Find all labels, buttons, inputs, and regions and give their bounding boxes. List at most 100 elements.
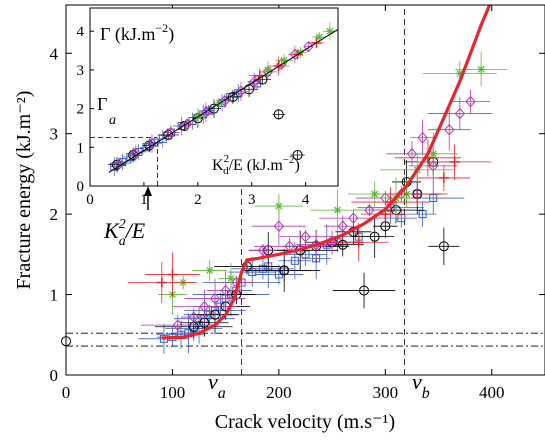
data-point bbox=[172, 319, 183, 331]
data-point bbox=[369, 231, 380, 242]
x-tick-label: 0 bbox=[62, 383, 71, 402]
data-point bbox=[397, 214, 406, 223]
y-tick-label: 3 bbox=[50, 125, 59, 144]
inset-title: Γ (kJ.m−2) bbox=[100, 21, 174, 45]
data-point bbox=[455, 69, 464, 78]
inset-data-point bbox=[280, 56, 289, 65]
inset-axes: 0 1 2 3 4 0 1 2 3 4 bbox=[77, 7, 339, 208]
data-point bbox=[359, 285, 370, 296]
gamma-a-label: Γ bbox=[97, 94, 107, 114]
inset-data-point bbox=[219, 95, 230, 107]
data-point bbox=[156, 277, 167, 288]
x-tick-label: 200 bbox=[266, 383, 292, 402]
data-point bbox=[257, 244, 269, 257]
inset-xlabel-close: ) bbox=[295, 157, 300, 174]
inset-data-point bbox=[263, 65, 272, 74]
data-point bbox=[370, 190, 379, 199]
inset-data-point bbox=[209, 103, 219, 114]
main-x-axis-label: Crack velocity (m.s⁻¹) bbox=[215, 411, 395, 433]
ka-arrow-head bbox=[144, 186, 152, 196]
inset-x-tick-label: 1 bbox=[140, 192, 148, 208]
inset-data-point bbox=[146, 137, 158, 150]
inset-y-tick-label: 1 bbox=[77, 140, 85, 156]
inset-data-point bbox=[227, 92, 238, 102]
data-point bbox=[353, 237, 364, 248]
inset-x-tick-label: 3 bbox=[248, 192, 256, 208]
inset-data-point bbox=[303, 40, 314, 53]
data-point bbox=[444, 123, 455, 136]
inset-y-tick-label: 0 bbox=[77, 179, 85, 195]
data-point bbox=[279, 265, 290, 276]
ka-annotation: K2 a/E bbox=[103, 217, 146, 249]
data-point bbox=[380, 192, 391, 204]
data-point bbox=[274, 202, 283, 211]
data-point bbox=[205, 266, 214, 275]
main-plot-marks bbox=[61, 4, 545, 375]
ka-sub: a bbox=[119, 234, 126, 249]
va-annotation: va bbox=[208, 369, 226, 402]
inset-data-point bbox=[273, 109, 284, 120]
data-point bbox=[348, 212, 359, 224]
inset-xlabel-sup2: −2 bbox=[283, 154, 295, 166]
inset-xlabel-pre: K bbox=[212, 157, 224, 174]
ka-label: K bbox=[103, 218, 120, 243]
inset-title-sup: −2 bbox=[155, 21, 168, 35]
inset-data-point bbox=[181, 118, 193, 130]
ka-sup: 2 bbox=[119, 217, 126, 232]
data-point bbox=[188, 311, 199, 323]
gamma-a-annotation: Γa bbox=[97, 94, 116, 128]
inset-x-tick-label: 2 bbox=[194, 192, 202, 208]
inset-y-tick-label: 3 bbox=[77, 63, 85, 79]
inset-data-point bbox=[114, 157, 125, 170]
inset-data-point bbox=[200, 106, 212, 119]
data-point bbox=[438, 172, 449, 183]
inset-y-tick-label: 2 bbox=[77, 102, 85, 118]
inset-plot-marks bbox=[90, 22, 339, 186]
inset-x-tick-label: 4 bbox=[302, 192, 310, 208]
data-point bbox=[337, 220, 348, 232]
inset-series-diamond bbox=[109, 40, 314, 170]
vb-subscript: b bbox=[422, 385, 430, 402]
main-y-axis-label: Fracture energy (kJ.m⁻²) bbox=[13, 91, 35, 290]
data-point bbox=[199, 300, 210, 313]
ka-tail: /E bbox=[124, 218, 146, 243]
inset-plot-frame bbox=[89, 7, 339, 187]
va-label: v bbox=[208, 369, 218, 394]
y-tick-label: 2 bbox=[50, 205, 59, 224]
data-point bbox=[429, 149, 438, 158]
data-point bbox=[406, 148, 418, 160]
inset-x-axis-label: K2 d/E (kJ.m−2) bbox=[212, 153, 300, 177]
gamma-a-subscript: a bbox=[109, 113, 116, 128]
data-point bbox=[258, 264, 267, 273]
inset-data-point bbox=[235, 85, 247, 97]
data-point bbox=[167, 269, 178, 280]
data-point bbox=[300, 230, 311, 243]
data-point bbox=[418, 210, 427, 219]
data-point bbox=[209, 292, 221, 305]
fit-curve bbox=[161, 4, 492, 340]
y-tick-label: 1 bbox=[50, 286, 59, 305]
data-point bbox=[273, 220, 285, 232]
y-tick-label: 4 bbox=[50, 44, 59, 63]
y-tick-label: 0 bbox=[50, 366, 59, 385]
inset-frame-fill bbox=[90, 8, 338, 186]
inset-data-point bbox=[165, 126, 177, 139]
data-point bbox=[226, 274, 235, 283]
inset-data-point bbox=[142, 143, 151, 152]
data-point bbox=[290, 256, 299, 265]
data-point bbox=[438, 241, 449, 252]
vb-label: v bbox=[412, 369, 422, 394]
inset-x-tick-label: 0 bbox=[86, 192, 94, 208]
data-point bbox=[364, 204, 375, 216]
vb-annotation: vb bbox=[412, 369, 430, 402]
inset-data-point bbox=[315, 33, 324, 42]
inset-xlabel-sup: 2 bbox=[224, 153, 230, 165]
x-tick-label: 100 bbox=[160, 383, 186, 402]
inset-data-point bbox=[325, 27, 334, 36]
data-point bbox=[454, 107, 466, 120]
inset-data-point bbox=[215, 98, 224, 107]
data-point bbox=[465, 95, 476, 108]
x-tick-label: 400 bbox=[479, 383, 505, 402]
